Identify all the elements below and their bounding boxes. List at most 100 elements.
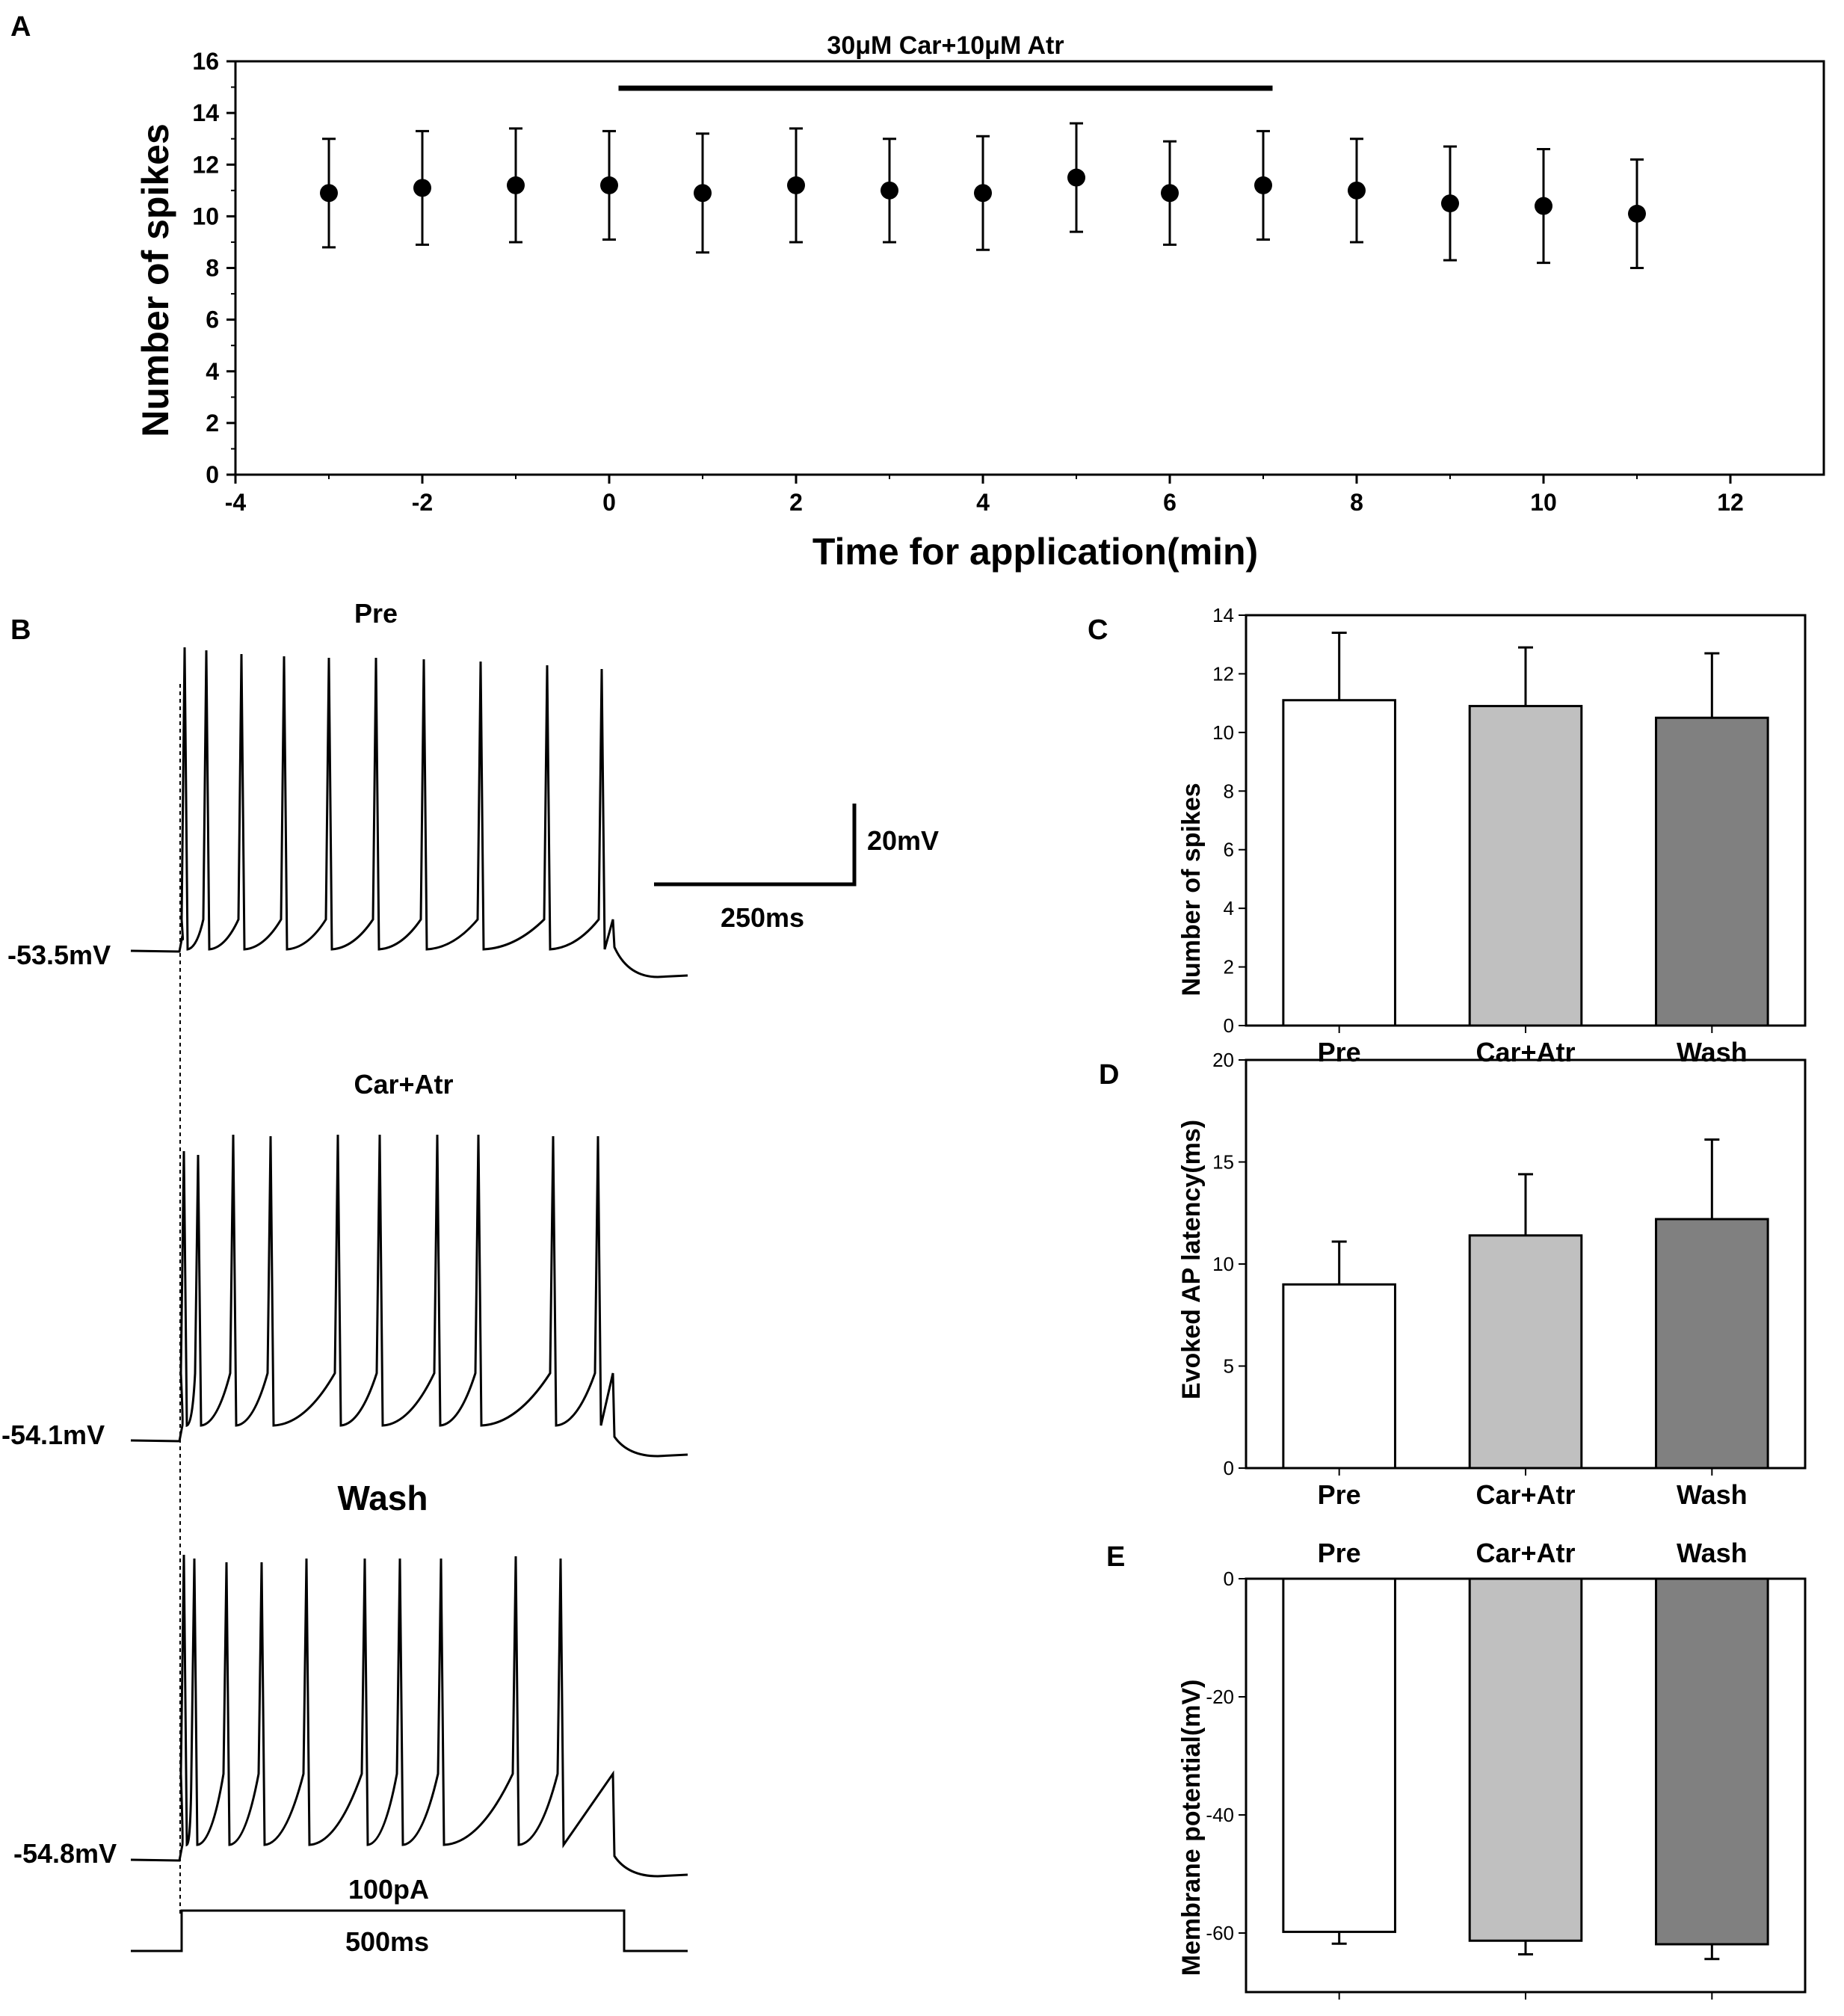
trace-title-wash: Wash <box>338 1479 428 1517</box>
y-tick-label: 6 <box>1224 839 1234 861</box>
y-tick-label: 4 <box>1224 897 1234 919</box>
y-tick-label: -40 <box>1206 1804 1234 1826</box>
trace-title-pre: Pre <box>354 598 398 629</box>
data-point-a <box>1441 194 1459 212</box>
data-point-a <box>507 176 525 194</box>
y-tick-label: 10 <box>1212 1253 1234 1275</box>
panel-c-ylabel: Number of spikes <box>1177 783 1206 996</box>
x-tick-label-a: 2 <box>789 489 803 516</box>
y-tick-label: 12 <box>1212 662 1234 685</box>
y-tick-label-a: 14 <box>192 99 219 126</box>
category-label: Wash <box>1677 1538 1748 1568</box>
data-point-a <box>1067 169 1085 187</box>
x-tick-label-a: -4 <box>225 489 247 516</box>
x-tick-label-a: 10 <box>1530 489 1557 516</box>
y-tick-label: 0 <box>1224 1014 1234 1037</box>
figure: A B C D E 0246810121416-4 -2 0 2 4 6 8 10 12 30μ… <box>0 0 1844 2016</box>
bar <box>1283 700 1396 1026</box>
x-tick-label-a: 6 <box>1163 489 1177 516</box>
panel-letter-e: E <box>1106 1541 1125 1573</box>
panel-d-bar: 0 5 10 15 20 Pre Car+Atr Wash <box>1212 1049 1805 1510</box>
data-point-a <box>600 176 618 194</box>
resting-potential-wash: -54.8mV <box>13 1838 117 1869</box>
data-point-a <box>1535 197 1552 215</box>
category-label: Car+Atr <box>1475 1538 1575 1568</box>
voltage-trace-car-atr <box>131 1135 688 1456</box>
data-point-a <box>1348 182 1366 200</box>
y-tick-label: 20 <box>1212 1049 1234 1071</box>
y-tick-label-a: 4 <box>206 358 219 385</box>
panel-c-bar: 0 2 4 6 8 10 12 14 Pre Car+Atr Wash <box>1212 604 1805 1067</box>
panel-letter-b: B <box>10 614 31 646</box>
y-tick-label-a: 8 <box>206 255 219 282</box>
panel-d-ylabel: Evoked AP latency(ms) <box>1177 1120 1206 1399</box>
voltage-trace-wash <box>131 1555 688 1876</box>
stimulus-duration: 500ms <box>345 1926 429 1957</box>
panel-a-title: 30μM Car+10μM Atr <box>827 31 1064 60</box>
category-label: Pre <box>1318 1538 1361 1568</box>
panel-letter-c: C <box>1088 614 1108 646</box>
scale-bar <box>654 804 854 884</box>
bar <box>1656 1579 1769 1944</box>
data-point-a <box>1161 184 1179 202</box>
x-tick-label-a: 12 <box>1717 489 1744 516</box>
y-tick-label-a: 12 <box>192 151 219 178</box>
x-tick-label-a: 8 <box>1350 489 1363 516</box>
y-tick-label: 10 <box>1212 721 1234 744</box>
scale-bar-time: 250ms <box>721 902 804 933</box>
panel-letter-a: A <box>10 11 31 43</box>
bar <box>1656 1219 1769 1468</box>
category-label: Pre <box>1318 1037 1361 1067</box>
data-point-a <box>320 184 338 202</box>
y-tick-label-a: 10 <box>192 203 219 229</box>
data-point-a <box>694 184 712 202</box>
y-tick-label: 2 <box>1224 956 1234 978</box>
y-tick-label: 15 <box>1212 1151 1234 1174</box>
y-tick-label-a: 6 <box>206 306 219 333</box>
y-tick-label-a: 0 <box>206 461 219 488</box>
stimulus-amplitude: 100pA <box>348 1874 429 1905</box>
bar <box>1470 706 1582 1026</box>
trace-title-car-atr: Car+Atr <box>354 1069 453 1100</box>
data-point-a <box>413 179 431 197</box>
bar <box>1470 1579 1582 1941</box>
panel-a-scatter: 0 2 4 6 8 10 12 14 16 -4 -2 0 2 4 6 8 10 12 <box>192 48 1824 516</box>
y-tick-label: 0 <box>1224 1568 1234 1590</box>
panel-a-ylabel: Number of spikes <box>135 123 176 437</box>
x-tick-label-a: 0 <box>602 489 616 516</box>
category-label: Car+Atr <box>1475 1037 1575 1067</box>
data-point-a <box>787 176 805 194</box>
data-point-a <box>1254 176 1272 194</box>
scale-bar-voltage: 20mV <box>867 825 939 856</box>
y-tick-label: -20 <box>1206 1686 1234 1708</box>
resting-potential-pre: -53.5mV <box>7 940 111 970</box>
panel-a-frame <box>235 61 1824 475</box>
bar <box>1283 1579 1396 1932</box>
y-tick-label-a: 16 <box>192 48 219 75</box>
voltage-trace-pre <box>131 647 688 977</box>
category-label: Wash <box>1677 1479 1748 1510</box>
y-tick-label: 8 <box>1224 780 1234 802</box>
y-tick-label: 5 <box>1224 1355 1234 1378</box>
panel-e-ylabel: Membrane potential(mV) <box>1177 1680 1206 1976</box>
y-tick-label: -60 <box>1206 1922 1234 1944</box>
panel-b-traces: Pre Car+Atr Wash -53.5mV -54.1mV -54.8mV… <box>1 598 939 1957</box>
category-label: Wash <box>1677 1037 1748 1067</box>
data-point-a <box>974 184 992 202</box>
y-tick-label: 14 <box>1212 604 1234 626</box>
data-point-a <box>881 182 898 200</box>
data-point-a <box>1628 205 1646 223</box>
bar <box>1656 718 1769 1026</box>
bar <box>1470 1236 1582 1468</box>
category-label: Pre <box>1318 1479 1361 1510</box>
y-tick-label: 0 <box>1224 1457 1234 1479</box>
y-tick-label-a: 2 <box>206 410 219 437</box>
x-tick-label-a: 4 <box>976 489 990 516</box>
panel-e-bar: 0 -20 -40 -60 Pre Car+Atr Wash <box>1206 1538 1805 2000</box>
resting-potential-car-atr: -54.1mV <box>1 1419 105 1450</box>
panel-letter-d: D <box>1099 1059 1119 1091</box>
panel-a-xlabel: Time for application(min) <box>812 531 1258 573</box>
bar <box>1283 1284 1396 1468</box>
category-label: Car+Atr <box>1475 1479 1575 1510</box>
x-tick-label-a: -2 <box>412 489 433 516</box>
